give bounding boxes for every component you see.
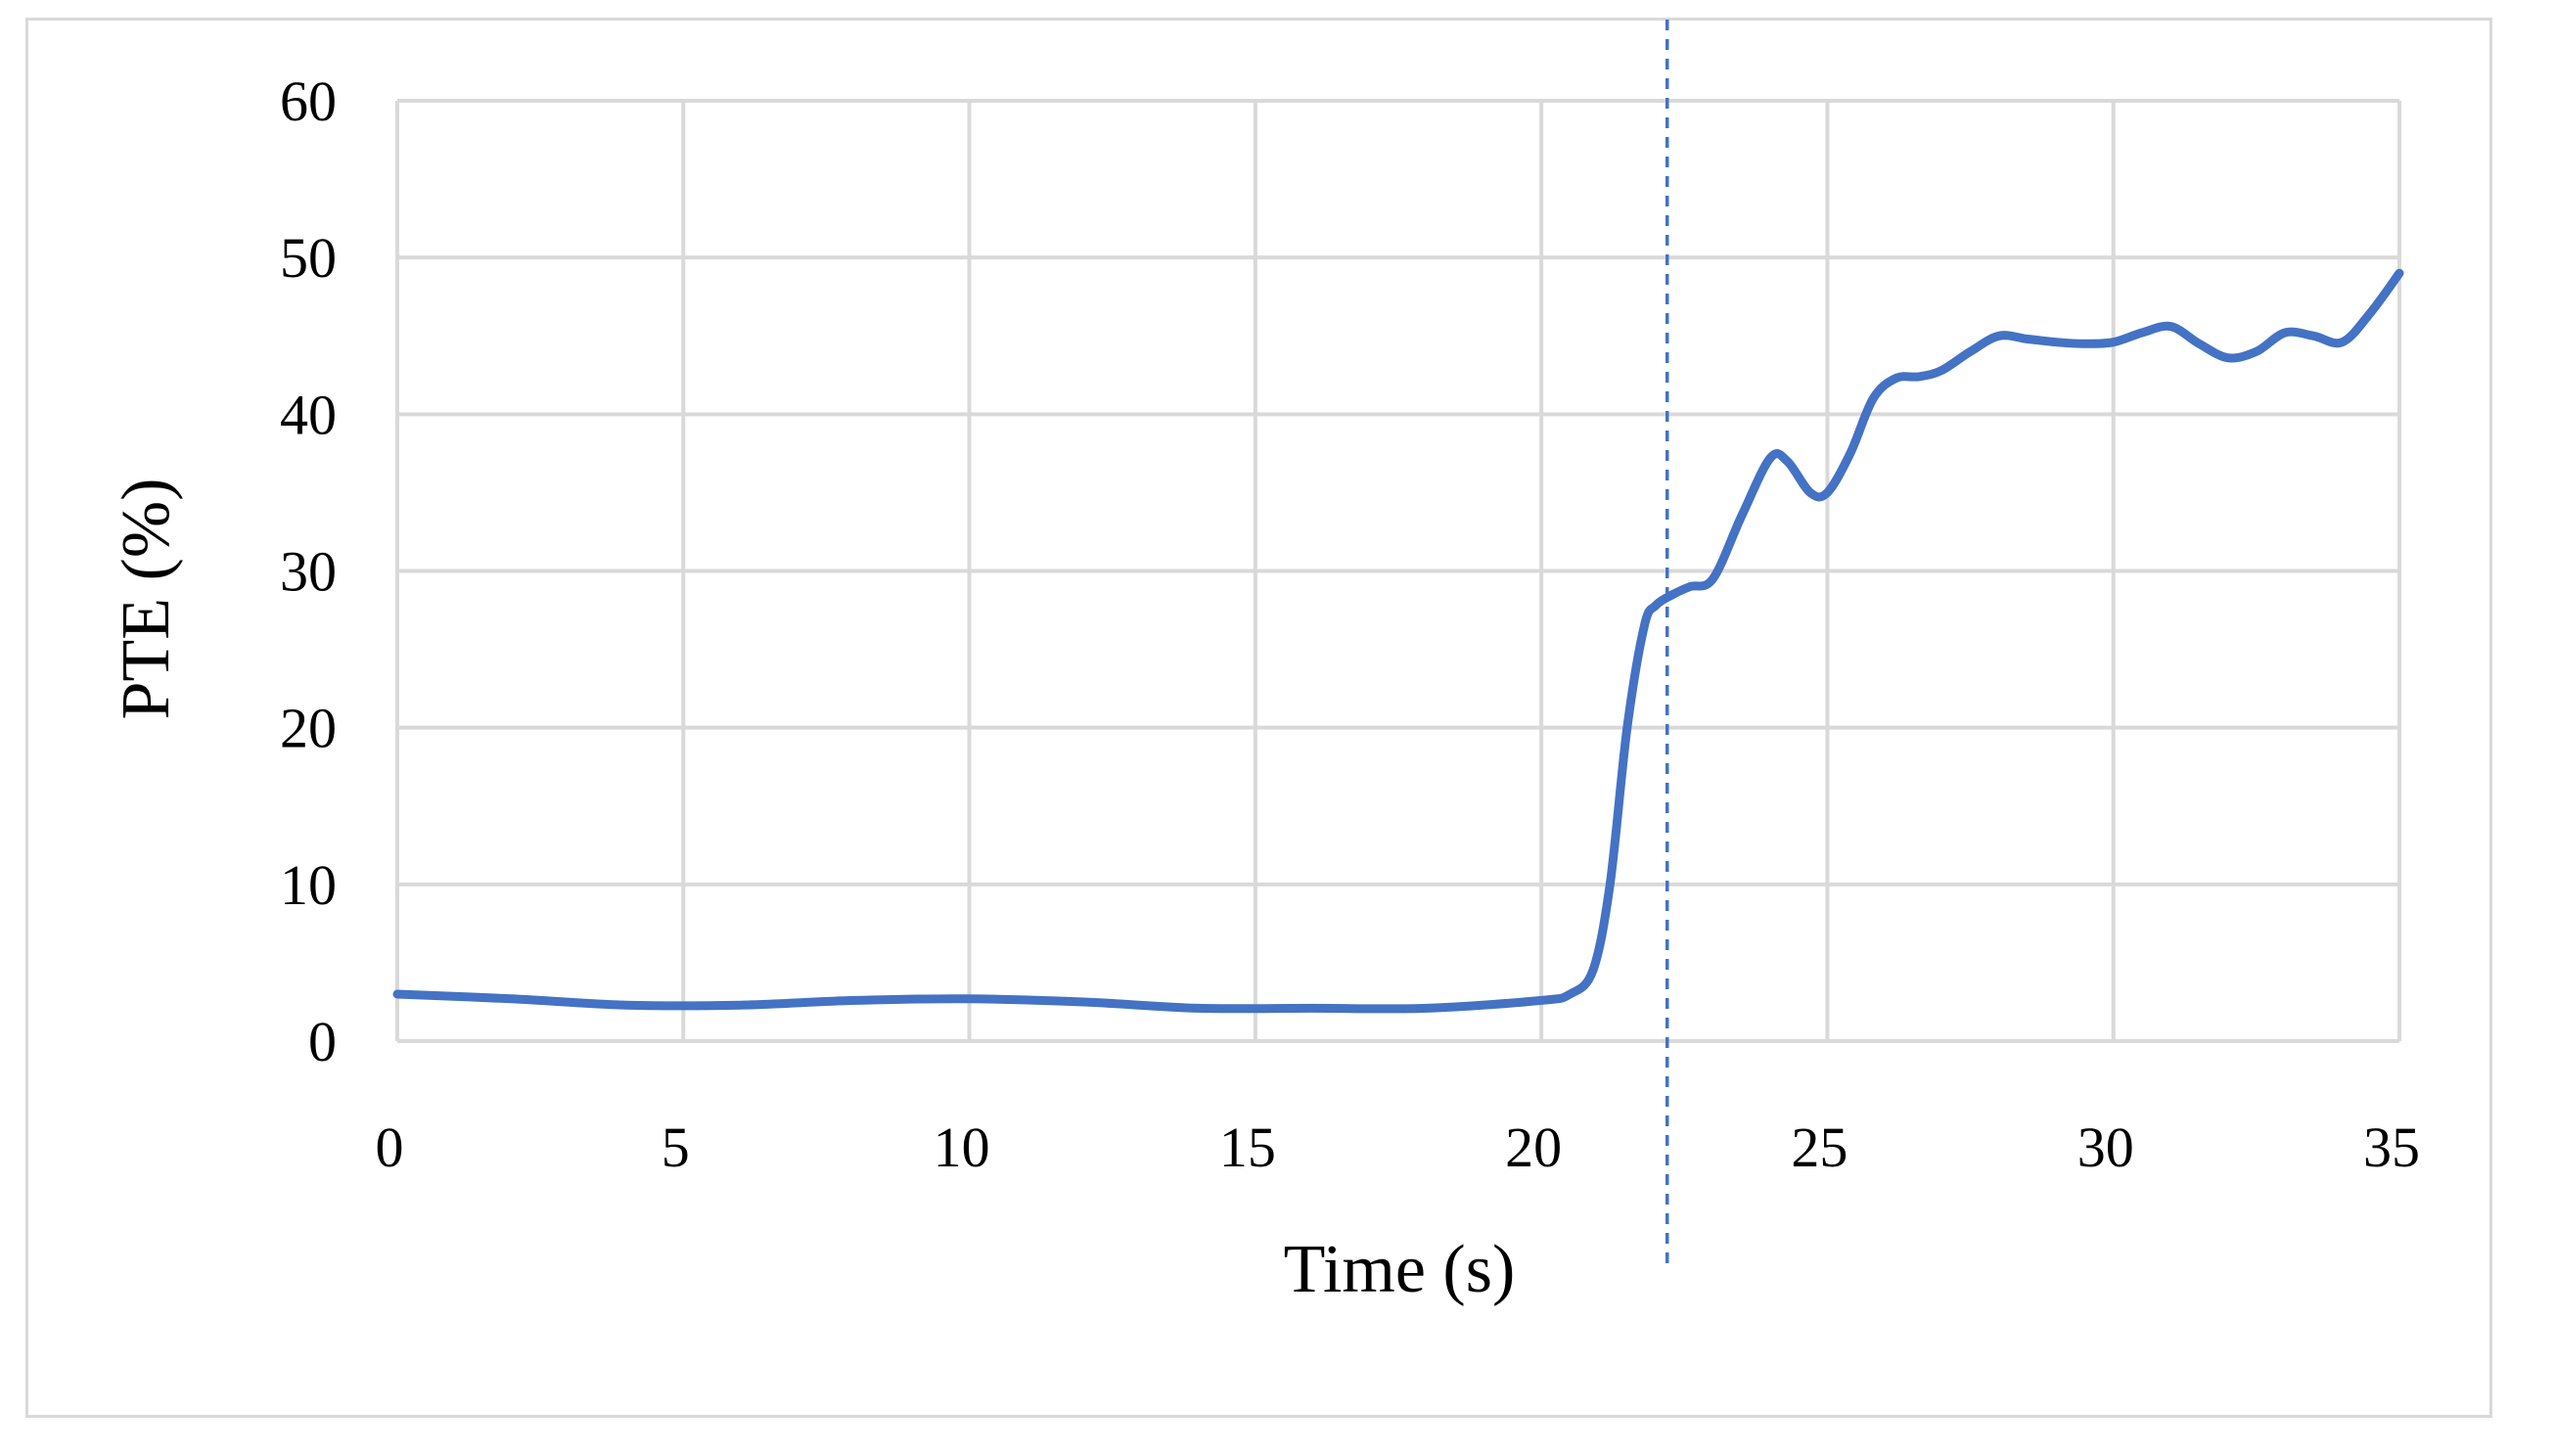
x-tick-label: 10 — [934, 1115, 990, 1179]
y-tick-label: 0 — [308, 1010, 337, 1073]
y-tick-label: 60 — [280, 69, 337, 133]
x-tick-label: 5 — [662, 1115, 690, 1179]
grid — [395, 99, 2401, 1043]
x-tick-label: 15 — [1219, 1115, 1276, 1179]
x-tick-label: 30 — [2077, 1115, 2134, 1179]
series-layer — [392, 268, 2404, 1014]
x-tick-label: 35 — [2363, 1115, 2420, 1179]
x-tick-label: 20 — [1505, 1115, 1562, 1179]
chart-frame — [25, 18, 2492, 1418]
y-tick-label: 10 — [280, 853, 337, 917]
x-tick-label: 25 — [1791, 1115, 1848, 1179]
series-line-0 — [392, 268, 2404, 1014]
y-tick-label: 40 — [280, 383, 337, 446]
y-tick-label: 20 — [280, 697, 337, 760]
x-axis-title: Time (s) — [1284, 1232, 1516, 1307]
y-tick-label: 50 — [280, 226, 337, 290]
y-tick-label: 30 — [280, 540, 337, 604]
x-tick-label: 0 — [376, 1115, 404, 1179]
y-axis-title: PTE (%) — [109, 478, 184, 720]
tick-labels: 0 10 20 30 40 50 60 0 5 10 15 20 25 30 35 — [280, 69, 2420, 1179]
